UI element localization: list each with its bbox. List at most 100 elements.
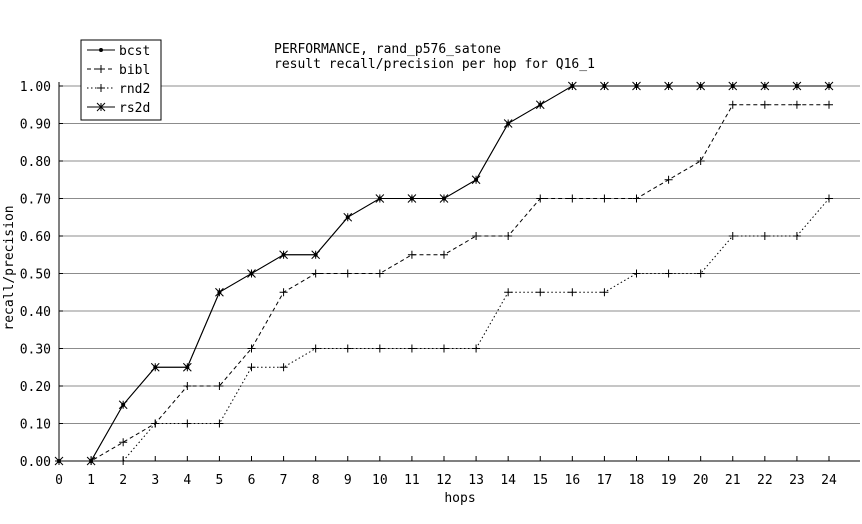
data-point	[664, 175, 673, 184]
data-point	[664, 269, 673, 278]
data-point	[696, 81, 706, 91]
x-tick-label: 18	[629, 473, 645, 488]
data-point	[504, 288, 513, 297]
legend-item: rnd2	[87, 82, 150, 97]
data-point	[279, 250, 288, 260]
x-tick-label: 22	[757, 473, 773, 488]
x-tick-label: 1	[87, 473, 95, 488]
x-tick-label: 9	[344, 473, 352, 488]
data-point	[247, 269, 256, 278]
x-tick-label: 15	[532, 473, 548, 488]
x-tick-label: 12	[436, 473, 452, 488]
data-point	[728, 100, 737, 109]
data-point	[407, 250, 416, 259]
data-point	[728, 81, 738, 91]
y-tick-label: 0.30	[20, 343, 51, 358]
x-tick-label: 23	[789, 473, 805, 488]
x-tick-label: 3	[151, 473, 159, 488]
x-tick-label: 13	[468, 473, 484, 488]
legend-label: rs2d	[119, 101, 150, 116]
data-point	[375, 194, 385, 203]
data-point	[311, 344, 320, 353]
y-tick-label: 0.60	[20, 230, 51, 245]
y-tick-label: 0.40	[20, 305, 51, 320]
data-point	[632, 194, 641, 203]
data-point	[440, 344, 448, 353]
x-tick-label: 11	[404, 473, 420, 488]
y-tick-label: 0.50	[20, 268, 51, 283]
data-point	[760, 232, 769, 240]
series-line	[59, 198, 830, 462]
data-point	[568, 288, 577, 297]
y-tick-label: 0.70	[20, 193, 51, 208]
data-point	[215, 419, 224, 428]
x-axis-label: hops	[444, 491, 475, 506]
x-tick-label: 19	[661, 473, 677, 488]
data-point	[600, 81, 609, 91]
data-point	[792, 81, 802, 91]
data-point	[119, 438, 128, 447]
x-tick-label: 7	[280, 473, 288, 488]
series-rs2d	[54, 81, 834, 466]
x-tick-label: 17	[597, 473, 613, 488]
x-tick-label: 4	[183, 473, 191, 488]
data-point	[375, 269, 384, 278]
legend-item: rs2d	[87, 101, 150, 116]
data-point	[471, 175, 481, 185]
x-tick-label: 8	[312, 473, 320, 488]
data-point	[150, 362, 160, 372]
data-point	[279, 363, 288, 372]
chart-title: PERFORMANCE, rand_p576_satone	[274, 42, 501, 57]
data-point	[568, 194, 577, 203]
y-tick-label: 0.00	[20, 455, 51, 470]
data-point	[632, 269, 641, 278]
data-point	[600, 194, 609, 203]
legend-item: bcst	[87, 44, 150, 59]
data-point	[664, 81, 673, 91]
data-point	[439, 194, 449, 203]
data-point	[792, 232, 801, 240]
y-tick-label: 0.10	[20, 418, 51, 433]
data-point	[440, 250, 448, 259]
data-point	[504, 232, 513, 240]
plot-area	[54, 81, 834, 466]
legend-item: bibl	[87, 63, 150, 78]
series-rnd2	[55, 194, 833, 465]
grid	[59, 85, 860, 462]
data-point	[567, 81, 577, 91]
data-point	[600, 288, 609, 297]
x-tick-label: 6	[248, 473, 256, 488]
x-tick-label: 24	[821, 473, 837, 488]
series-bibl	[55, 100, 833, 465]
data-point	[247, 363, 256, 372]
data-point	[96, 102, 106, 112]
data-point	[728, 232, 737, 240]
data-point	[696, 269, 705, 278]
data-point	[182, 362, 192, 372]
legend-label: bibl	[119, 63, 150, 78]
axes: 0.00 0.10 0.20 0.30 0.40 0.50 0.60 0.70 0.80 0.90…	[20, 80, 860, 488]
chart-subtitle: result recall/precision per hop for Q16_…	[274, 57, 595, 72]
y-tick-label: 0.90	[20, 118, 51, 133]
data-point	[696, 157, 705, 165]
data-point	[472, 232, 481, 240]
legend: bcst bibl rnd2 rs2d	[80, 39, 162, 121]
data-point	[151, 419, 160, 428]
data-point	[118, 400, 128, 410]
data-point	[97, 84, 105, 92]
data-point	[97, 65, 105, 73]
data-point	[535, 100, 545, 110]
data-point	[760, 81, 770, 91]
data-point	[825, 100, 833, 109]
x-tick-label: 20	[693, 473, 709, 488]
y-tick-label: 0.20	[20, 380, 51, 395]
x-tick-label: 14	[500, 473, 516, 488]
data-point	[343, 212, 353, 222]
x-tick-label: 16	[565, 473, 581, 488]
x-tick-label: 10	[372, 473, 388, 488]
data-point	[503, 119, 513, 128]
data-point	[279, 288, 288, 297]
data-point	[792, 100, 801, 109]
y-tick-label: 1.00	[20, 80, 51, 95]
